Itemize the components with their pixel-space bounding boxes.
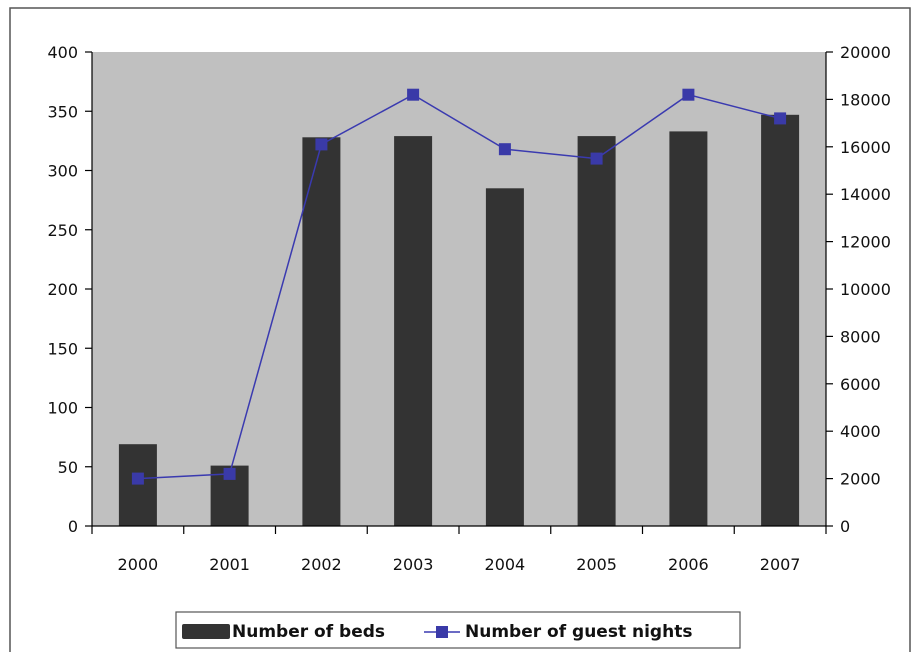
legend-frame [175,611,741,649]
left-tick-label: 50 [58,458,78,477]
right-tick-label: 10000 [840,280,891,299]
right-tick-label: 12000 [840,233,891,252]
legend-label-guest-nights: Number of guest nights [465,622,692,642]
bar-series [118,114,800,527]
legend-label-beds: Number of beds [232,622,385,642]
axes: 0501001502002503003504000200040006000800… [47,43,890,574]
guest-nights-marker-2000 [131,472,144,485]
right-tick-label: 2000 [840,470,881,489]
bar-2004 [485,188,524,527]
right-tick-label: 14000 [840,185,891,204]
left-tick-label: 250 [47,221,78,240]
right-tick-label: 4000 [840,422,881,441]
guest-nights-marker-2005 [590,152,603,165]
legend: Number of beds Number of guest nights [175,611,741,649]
left-tick-label: 200 [47,280,78,299]
guest-nights-marker-2001 [223,467,236,480]
right-tick-label: 20000 [840,43,891,62]
bar-2005 [577,136,616,526]
bar-2003 [394,136,433,526]
bar-2007 [761,114,800,527]
right-tick-label: 6000 [840,375,881,394]
guest-nights-marker-2004 [498,143,511,156]
guest-nights-marker-2003 [407,88,420,101]
right-tick-label: 18000 [840,90,891,109]
x-tick-label: 2002 [301,555,342,574]
x-tick-label: 2003 [393,555,434,574]
x-tick-label: 2001 [209,555,250,574]
right-tick-label: 0 [840,517,850,536]
plot-area [92,52,826,526]
x-tick-label: 2005 [576,555,617,574]
right-tick-label: 16000 [840,138,891,157]
left-tick-label: 100 [47,399,78,418]
x-tick-label: 2007 [760,555,801,574]
x-tick-label: 2004 [485,555,526,574]
guest-nights-marker-2006 [682,88,695,101]
legend-bar-swatch [182,624,230,639]
right-tick-label: 8000 [840,327,881,346]
left-tick-label: 350 [47,102,78,121]
left-tick-label: 400 [47,43,78,62]
bar-2006 [669,131,708,526]
guest-nights-marker-2002 [315,138,328,151]
guest-nights-line [137,93,781,480]
bar-2000 [118,444,157,526]
legend-marker-swatch [436,626,448,638]
x-tick-label: 2000 [118,555,159,574]
bar-2002 [302,137,341,527]
x-tick-label: 2006 [668,555,709,574]
left-tick-label: 150 [47,339,78,358]
left-tick-label: 0 [68,517,78,536]
left-tick-label: 300 [47,162,78,181]
line-series [131,88,787,485]
guest-nights-marker-2007 [774,112,787,125]
